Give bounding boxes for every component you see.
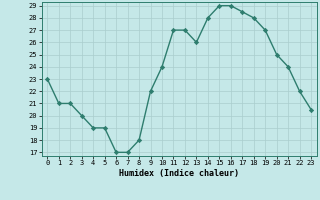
X-axis label: Humidex (Indice chaleur): Humidex (Indice chaleur) xyxy=(119,169,239,178)
